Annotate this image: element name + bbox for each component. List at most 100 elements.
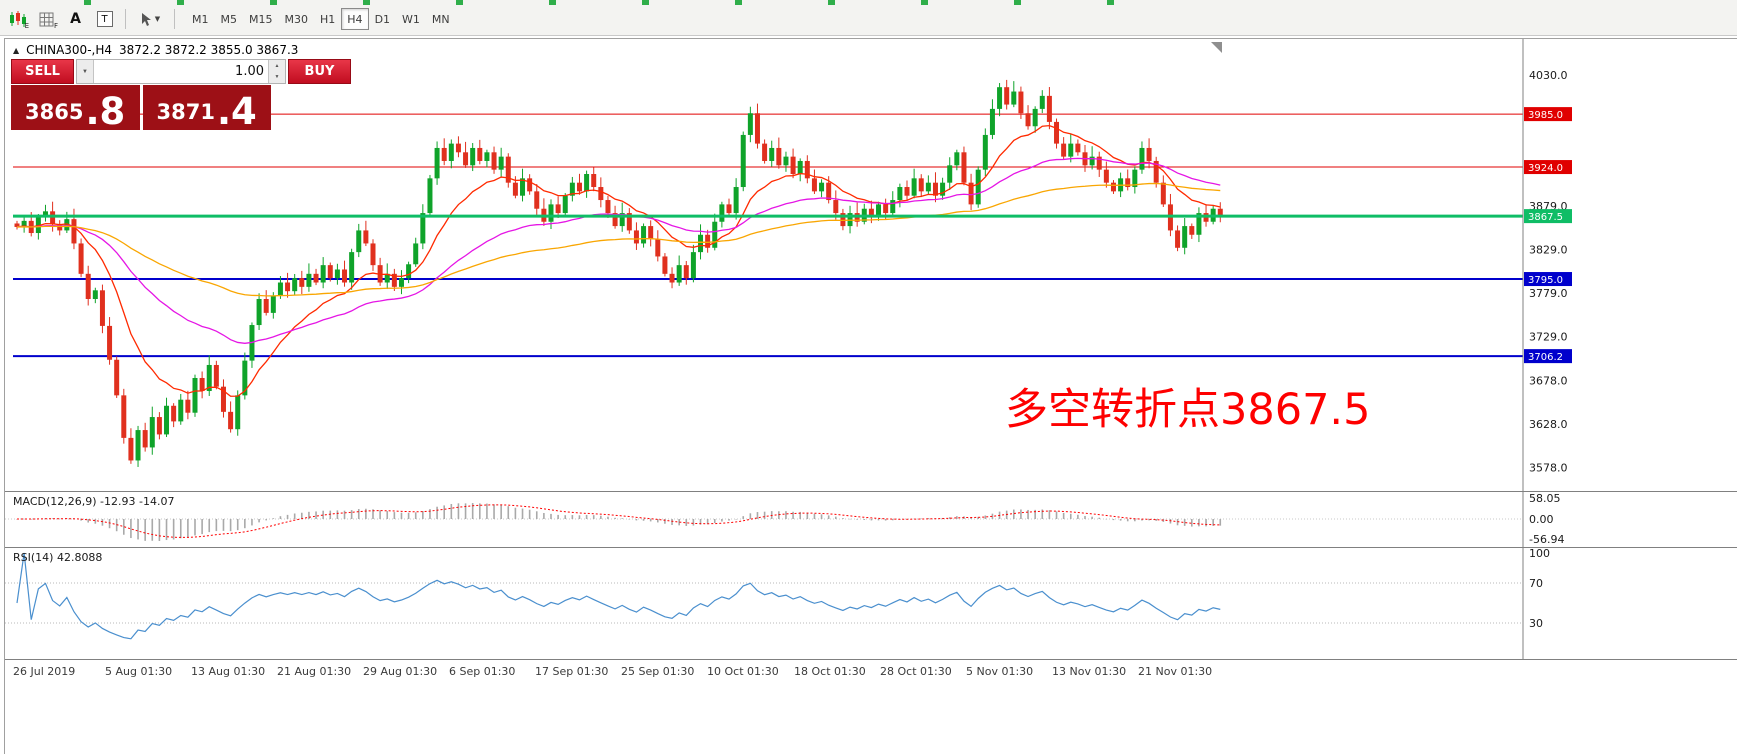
macd-histogram-bar [877, 519, 880, 521]
macd-histogram-bar [379, 510, 381, 519]
price-axis-tick: 3678.0 [1529, 375, 1568, 388]
label-tool-icon: T [96, 11, 113, 27]
macd-histogram-bar [322, 510, 324, 519]
macd-histogram-bar [1020, 509, 1022, 519]
chart-shift-marker[interactable] [1211, 42, 1222, 53]
macd-histogram-bar [664, 519, 666, 524]
macd-histogram-bar [671, 519, 673, 525]
macd-histogram-bar [592, 515, 595, 519]
macd-histogram-bar [400, 512, 403, 519]
symbol-title: CHINA300-,H4 [26, 43, 112, 57]
macd-histogram-bar [956, 516, 958, 519]
macd-histogram-bar [343, 510, 346, 519]
macd-histogram-bar [372, 509, 374, 519]
macd-histogram-bar [429, 509, 431, 519]
sell-price-display[interactable]: 3865 .8 [11, 85, 140, 130]
grid-icon [39, 12, 54, 26]
macd-histogram-bar [1205, 519, 1207, 527]
time-axis-label: 13 Aug 01:30 [191, 665, 266, 678]
volume-input[interactable] [94, 60, 268, 83]
macd-histogram-bar [144, 519, 146, 541]
macd-histogram-bar [308, 511, 310, 519]
macd-histogram-bar [642, 519, 645, 521]
buy-button[interactable]: BUY [288, 59, 351, 84]
time-axis: 26 Jul 2019 5 Aug 01:30 13 Aug 01:30 21 Aug… [5, 659, 1737, 683]
macd-histogram-bar [685, 519, 688, 526]
macd-histogram-bar [1126, 519, 1129, 522]
price-tag-label: 3867.5 [1528, 212, 1563, 223]
candles-icon [9, 10, 26, 27]
rsi-label: RSI(14) 42.8088 [13, 551, 103, 564]
macd-axis-tick: 58.05 [1529, 492, 1561, 505]
macd-histogram-bar [471, 503, 474, 519]
chart-type-tool-button[interactable]: E [4, 7, 31, 31]
macd-histogram-bar [1084, 515, 1086, 519]
macd-histogram-bar [265, 519, 267, 521]
one-click-trading-panel: SELL ▼ ▲ ▼ BUY 3865 .8 [11, 59, 351, 130]
macd-histogram-bar [1134, 519, 1136, 522]
timeframe-button-h1[interactable]: H1 [314, 8, 341, 30]
sell-button[interactable]: SELL [11, 59, 74, 84]
rsi-panel[interactable]: 100 70 30 [5, 547, 1737, 659]
macd-histogram-bar [486, 503, 488, 519]
macd-histogram-bar [571, 515, 574, 519]
volume-decrement-button[interactable]: ▼ [269, 71, 285, 83]
timeframe-button-m15[interactable]: M15 [243, 8, 279, 30]
macd-histogram-bar [1112, 519, 1115, 521]
macd-histogram-bar [179, 519, 182, 539]
timeframe-button-w1[interactable]: W1 [396, 8, 426, 30]
macd-histogram-bar [293, 513, 296, 519]
macd-histogram-bar [450, 503, 453, 519]
macd-histogram-bar [827, 515, 830, 519]
macd-histogram-bar [856, 519, 858, 520]
time-axis-label: 10 Oct 01:30 [707, 665, 779, 678]
macd-histogram-bar [1141, 519, 1143, 521]
timeframe-button-m1[interactable]: M1 [186, 8, 215, 30]
macd-histogram-bar [735, 519, 737, 520]
macd-histogram-bar [194, 519, 196, 536]
macd-histogram-bar [500, 504, 502, 519]
macd-histogram-bar [1062, 512, 1065, 519]
price-tag [1524, 160, 1572, 175]
text-tool-button[interactable]: A [62, 7, 89, 31]
price-tag [1524, 349, 1572, 364]
macd-histogram-bar [1219, 519, 1222, 526]
buy-price-display[interactable]: 3871 .4 [142, 85, 271, 130]
macd-histogram-bar [692, 519, 695, 526]
macd-histogram-bar [835, 516, 837, 519]
time-axis-label: 26 Jul 2019 [13, 665, 76, 678]
macd-histogram-bar [557, 514, 559, 519]
macd-histogram-bar [799, 511, 801, 519]
price-axis-tick: 4030.0 [1529, 69, 1568, 82]
timeframe-button-m30[interactable]: M30 [279, 8, 315, 30]
one-click-collapse-icon[interactable]: ▲ [13, 45, 20, 55]
volume-dropdown-button[interactable]: ▼ [77, 60, 94, 83]
macd-histogram-bar [393, 512, 396, 519]
timeframe-button-m5[interactable]: M5 [215, 8, 244, 30]
macd-histogram-bar [891, 519, 894, 521]
volume-increment-button[interactable]: ▲ [269, 60, 285, 72]
cursor-tool-button[interactable]: ▼ [133, 7, 167, 31]
time-axis-label: 18 Oct 01:30 [794, 665, 866, 678]
label-tool-button[interactable]: T [91, 7, 118, 31]
price-axis-tick: 3829.0 [1529, 244, 1568, 257]
ohlc-readout: 3872.2 3872.2 3855.0 3867.3 [119, 43, 299, 57]
macd-histogram-bar [94, 519, 97, 524]
macd-histogram-bar [621, 518, 623, 519]
timeframe-button-d1[interactable]: D1 [369, 8, 396, 30]
rsi-line [16, 552, 1221, 640]
cursor-icon [141, 12, 151, 26]
macd-histogram-bar [635, 519, 638, 521]
macd-histogram-bar [301, 512, 303, 519]
timeframe-button-mn[interactable]: MN [426, 8, 456, 30]
macd-histogram-bar [806, 512, 809, 519]
timeframe-button-h4[interactable]: H4 [341, 8, 369, 30]
grid-tool-button[interactable]: F [33, 7, 60, 31]
price-chart[interactable]: 4030.03879.03829.03779.03729.03678.03628… [5, 39, 1737, 491]
rsi-axis-tick: 70 [1529, 577, 1543, 590]
macd-panel[interactable]: 58.05 0.00 -56.94 [5, 491, 1737, 547]
macd-histogram-bar [187, 519, 189, 538]
macd-histogram-bar [785, 511, 787, 519]
macd-histogram-bar [1148, 519, 1150, 521]
macd-histogram-bar [991, 513, 994, 519]
